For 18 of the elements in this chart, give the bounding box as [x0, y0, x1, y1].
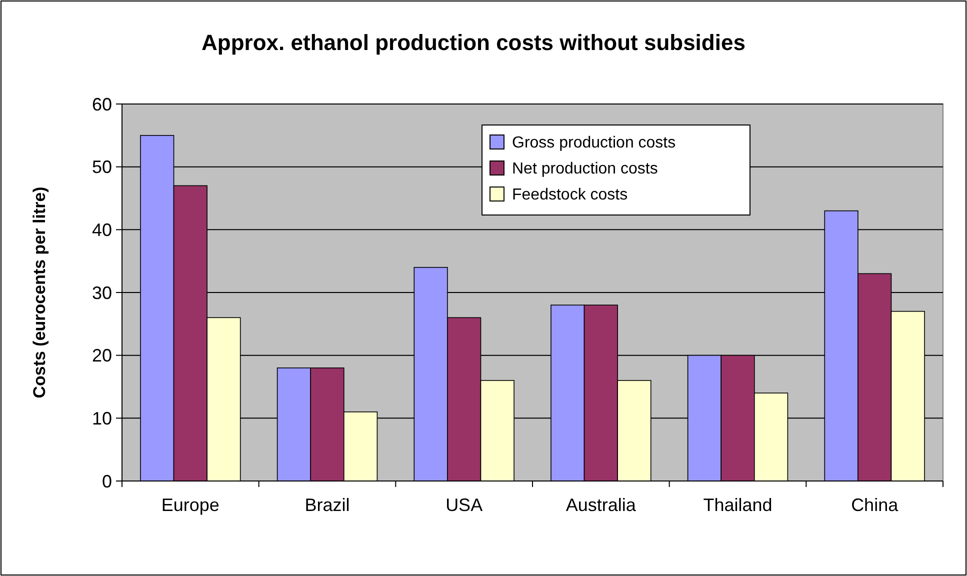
x-tick-label: Europe	[161, 495, 220, 515]
x-tick-label: Thailand	[703, 495, 772, 515]
legend-label: Gross production costs	[512, 134, 676, 152]
y-tick-label: 60	[92, 94, 112, 114]
legend-label: Net production costs	[512, 160, 658, 178]
y-tick-label: 40	[92, 220, 112, 240]
y-tick-label: 50	[92, 157, 112, 178]
y-tick-label: 30	[92, 282, 112, 303]
y-tick-label: 0	[102, 471, 112, 492]
y-tick-label: 20	[92, 346, 112, 366]
x-tick-label: Australia	[566, 495, 637, 515]
x-tick-label: Brazil	[304, 495, 350, 515]
x-tick-label: China	[851, 495, 900, 515]
y-tick-label: 10	[92, 408, 112, 428]
legend-label: Feedstock costs	[512, 186, 628, 204]
chart-title: Approx. ethanol production costs without subsidies	[202, 30, 746, 55]
x-tick-label: USA	[446, 495, 483, 515]
y-axis-title: Costs (eurocents per litre)	[30, 186, 49, 398]
